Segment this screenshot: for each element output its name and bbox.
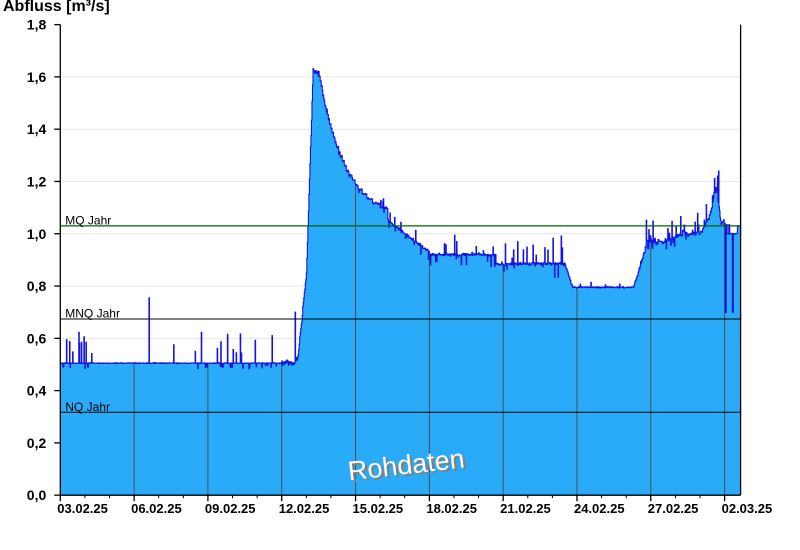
svg-text:03.02.25: 03.02.25 [57,501,108,516]
svg-text:NQ Jahr: NQ Jahr [65,400,110,414]
svg-text:1,6: 1,6 [27,69,47,85]
svg-text:MNQ Jahr: MNQ Jahr [65,306,120,320]
svg-text:15.02.25: 15.02.25 [353,501,404,516]
svg-text:1,0: 1,0 [27,226,47,242]
svg-text:0,6: 0,6 [27,330,47,346]
svg-text:02.03.25: 02.03.25 [722,501,773,516]
svg-text:27.02.25: 27.02.25 [648,501,699,516]
svg-text:0,8: 0,8 [27,278,47,294]
svg-text:06.02.25: 06.02.25 [131,501,182,516]
svg-text:0,2: 0,2 [27,435,47,451]
svg-text:MQ Jahr: MQ Jahr [65,213,111,227]
svg-text:24.02.25: 24.02.25 [574,501,625,516]
svg-text:0,0: 0,0 [27,487,47,503]
svg-text:0,4: 0,4 [27,383,47,399]
svg-text:21.02.25: 21.02.25 [500,501,551,516]
svg-text:09.02.25: 09.02.25 [205,501,256,516]
svg-text:12.02.25: 12.02.25 [279,501,330,516]
svg-text:1,8: 1,8 [27,17,47,33]
svg-text:1,2: 1,2 [27,173,47,189]
svg-text:18.02.25: 18.02.25 [426,501,477,516]
svg-text:1,4: 1,4 [27,121,47,137]
